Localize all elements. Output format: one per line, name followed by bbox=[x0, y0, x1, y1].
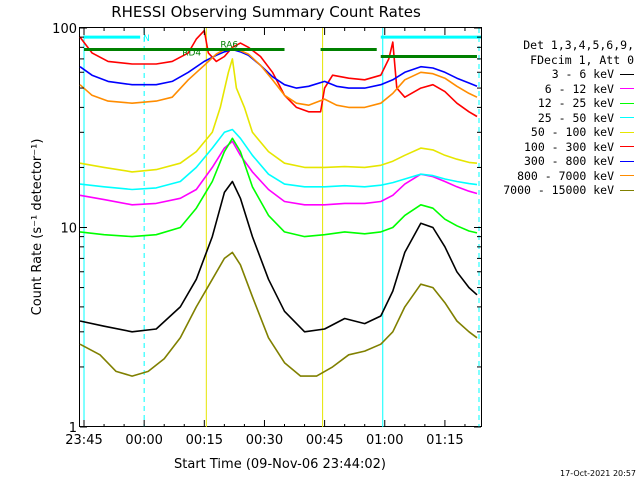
legend-swatch bbox=[620, 131, 634, 133]
series-line bbox=[79, 58, 478, 173]
legend-entry: 800 - 7000 keV bbox=[462, 169, 634, 184]
x-tick-label: 23:45 bbox=[65, 433, 102, 448]
chart-legend: Det 1,3,4,5,6,9, FDecim 1, Att 0 3 - 6 k… bbox=[462, 38, 634, 198]
plot-frame bbox=[79, 27, 482, 427]
legend-entry-label: 25 - 50 keV bbox=[537, 110, 614, 125]
chart-title: RHESSI Observing Summary Count Rates bbox=[111, 3, 421, 21]
legend-entry: 300 - 800 keV bbox=[462, 154, 634, 169]
legend-entry: 12 - 25 keV bbox=[462, 96, 634, 111]
plot-annotation: RA6 bbox=[220, 40, 238, 50]
legend-swatch bbox=[620, 88, 634, 90]
legend-entry: 100 - 300 keV bbox=[462, 140, 634, 155]
x-tick-label: 01:15 bbox=[426, 433, 463, 448]
y-tick-label: 1 bbox=[69, 421, 77, 436]
legend-entry-label: 7000 - 15000 keV bbox=[503, 183, 614, 197]
flag-bar-label: N bbox=[143, 34, 150, 44]
legend-entry-label: 3 - 6 keV bbox=[551, 67, 614, 81]
series-line bbox=[79, 47, 478, 109]
legend-entry-label: 300 - 800 keV bbox=[523, 154, 614, 168]
y-axis-label: Count Rate (s⁻¹ detector⁻¹) bbox=[30, 139, 45, 316]
legend-swatch bbox=[620, 117, 634, 119]
legend-swatch bbox=[620, 73, 634, 75]
legend-swatch bbox=[620, 160, 634, 162]
legend-entry: 3 - 6 keV bbox=[462, 67, 634, 82]
legend-swatch bbox=[620, 175, 634, 177]
plot-annotation: RD4 bbox=[182, 48, 201, 58]
legend-entry-label: 6 - 12 keV bbox=[544, 81, 614, 96]
x-axis-label: Start Time (09-Nov-06 23:44:02) bbox=[174, 457, 386, 472]
series-line bbox=[79, 180, 478, 333]
legend-header-line: Det 1,3,4,5,6,9, bbox=[523, 38, 634, 52]
series-line bbox=[79, 137, 478, 238]
x-tick-label: 00:30 bbox=[246, 433, 283, 448]
legend-entry: 25 - 50 keV bbox=[462, 111, 634, 126]
y-tick-label: 100 bbox=[52, 22, 77, 37]
series-line bbox=[79, 29, 478, 118]
series-line bbox=[79, 251, 478, 377]
legend-swatch bbox=[620, 146, 634, 148]
legend-entry-label: 100 - 300 keV bbox=[523, 139, 614, 154]
legend-swatch bbox=[620, 189, 634, 191]
x-tick-label: 00:00 bbox=[125, 433, 162, 448]
x-tick-label: 00:15 bbox=[186, 433, 223, 448]
series-line bbox=[79, 48, 478, 89]
legend-entry-label: 50 - 100 keV bbox=[530, 125, 614, 139]
legend-header-line: FDecim 1, Att 0 bbox=[530, 52, 634, 67]
legend-entry: 50 - 100 keV bbox=[462, 125, 634, 140]
y-tick-label: 10 bbox=[60, 222, 77, 237]
timestamp: 17-Oct-2021 20:57 bbox=[560, 469, 636, 478]
legend-entry-label: 12 - 25 keV bbox=[537, 96, 614, 110]
x-tick-label: 00:45 bbox=[306, 433, 343, 448]
legend-swatch bbox=[620, 102, 634, 104]
legend-entry-label: 800 - 7000 keV bbox=[517, 168, 614, 183]
series-line bbox=[79, 140, 478, 206]
series-line bbox=[79, 128, 478, 191]
legend-entry: 6 - 12 keV bbox=[462, 82, 634, 97]
x-tick-label: 01:00 bbox=[366, 433, 403, 448]
legend-entry: 7000 - 15000 keV bbox=[462, 183, 634, 198]
